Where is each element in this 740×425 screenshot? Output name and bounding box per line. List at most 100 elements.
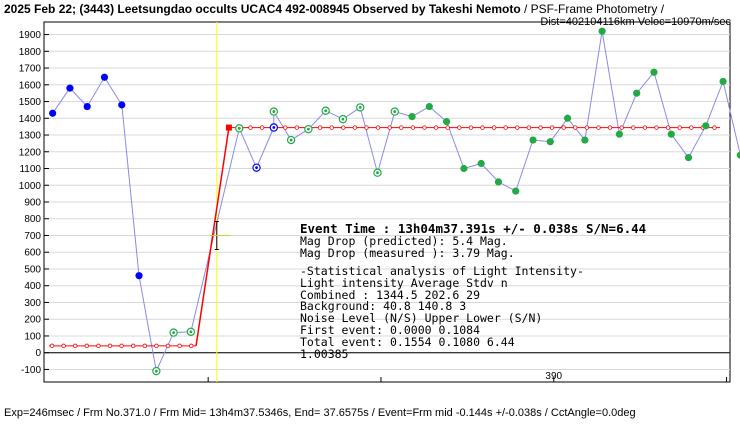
data-point: [425, 102, 433, 111]
model-sample-marker: [72, 343, 78, 349]
model-sample-marker: [294, 125, 300, 130]
data-point-center: [255, 166, 258, 170]
model-sample-marker: [491, 125, 497, 130]
y-tick-label: 1900: [19, 30, 42, 41]
model-sample-marker: [549, 125, 555, 130]
data-point-center: [289, 138, 293, 142]
data-point-center: [341, 117, 345, 121]
data-point: [719, 77, 727, 86]
data-point-center: [376, 171, 379, 175]
data-point: [443, 118, 451, 126]
data-point: [546, 138, 554, 146]
model-step-marker: [225, 124, 232, 131]
model-sample-marker: [177, 343, 182, 349]
chart-title-bold: 2025 Feb 22; (3443) Leetsungdao occults …: [4, 2, 521, 16]
model-sample-marker: [317, 125, 323, 130]
stats-noise-header: Noise Level (N/S) Upper Lower (S/N): [300, 311, 542, 325]
data-point: [512, 187, 520, 195]
data-point: [66, 84, 74, 92]
stats-analysis-title: -Statistical analysis of Light Intensity…: [300, 264, 584, 278]
y-tick-label: 1100: [19, 164, 41, 175]
x-tick-label: 390: [545, 371, 562, 382]
data-point: [633, 89, 641, 97]
data-point-center: [172, 331, 175, 335]
stats-event-time: Event Time : 13h04m37.391s +/- 0.038s S/…: [300, 221, 646, 236]
y-tick-label: 200: [24, 315, 41, 326]
model-sample-marker: [422, 125, 427, 130]
model-sample-marker: [154, 343, 159, 349]
model-sample-marker: [61, 343, 66, 349]
y-tick-label: 1000: [19, 181, 42, 192]
y-tick-label: 1600: [19, 80, 42, 91]
y-tick-label: 900: [24, 198, 41, 209]
model-sample-marker: [480, 125, 485, 130]
y-tick-label: -100: [21, 365, 41, 376]
model-sample-marker: [364, 125, 369, 130]
y-tick-label: 700: [24, 231, 41, 242]
x-axis-ticks: 390: [207, 371, 728, 382]
y-tick-label: 800: [24, 214, 41, 225]
data-points: [49, 27, 740, 376]
data-point: [563, 114, 572, 122]
lower-value-label: 1.00385: [300, 347, 348, 361]
data-point: [667, 130, 675, 138]
data-point: [408, 113, 416, 121]
model-sample-marker: [665, 125, 671, 130]
data-point-center: [358, 105, 362, 109]
model-sample-marker: [352, 125, 358, 130]
model-sample-marker: [689, 125, 694, 130]
model-sample-marker: [119, 343, 124, 349]
data-point: [736, 151, 740, 159]
data-point: [650, 68, 658, 76]
data-point-center: [324, 109, 328, 113]
data-point: [83, 102, 91, 111]
data-point-center: [154, 369, 158, 373]
model-sample-marker: [96, 343, 101, 349]
model-sample-marker: [526, 125, 532, 130]
model-sample-marker: [259, 125, 265, 130]
model-sample-marker: [445, 125, 450, 130]
model-sample-marker: [84, 343, 89, 349]
data-point: [100, 73, 109, 81]
data-point-center: [393, 110, 397, 113]
model-sample-marker: [188, 343, 194, 349]
data-point: [477, 159, 485, 168]
model-sample-marker: [457, 125, 462, 130]
y-tick-label: 300: [24, 298, 41, 309]
y-tick-label: 100: [24, 331, 41, 342]
y-tick-label: 1400: [19, 114, 42, 125]
model-sample-marker: [642, 125, 648, 130]
stats-total-event: Total event: 0.1554 0.1080 6.44: [300, 335, 515, 349]
data-point: [49, 109, 57, 117]
model-sample-marker: [468, 125, 474, 130]
model-sample-marker: [375, 125, 381, 130]
model-sample-marker: [607, 125, 613, 130]
data-point: [615, 130, 624, 138]
data-point-center: [237, 126, 241, 130]
data-point-center: [189, 330, 193, 334]
model-sample-marker: [584, 125, 590, 130]
model-sample-marker: [341, 125, 346, 130]
data-point-center: [306, 127, 310, 131]
model-sample-marker: [130, 343, 136, 349]
y-tick-label: 1800: [19, 47, 42, 58]
model-sample-marker: [248, 125, 253, 130]
stats-first-event: First event: 0.0000 0.1084: [300, 323, 480, 337]
y-axis-ticks: 1900180017001600150014001300120011001000…: [19, 30, 49, 376]
model-sample-marker: [538, 125, 543, 130]
stats-mag-measured: Mag Drop (measured ): 3.79 Mag.: [300, 246, 515, 260]
model-sample-marker: [596, 125, 601, 130]
model-sample-marker: [654, 125, 659, 130]
model-sample-marker: [503, 125, 508, 130]
model-sample-marker: [561, 125, 566, 130]
y-tick-label: 1500: [19, 97, 42, 108]
data-point: [598, 27, 606, 35]
model-sample-marker: [49, 343, 55, 349]
model-sample-marker: [619, 125, 624, 130]
model-sample-marker: [142, 343, 147, 349]
model-sample-marker: [712, 125, 717, 130]
model-sample-marker: [107, 343, 113, 349]
chart-title-suffix: / PSF-Frame Photometry /: [521, 2, 665, 16]
model-sample-marker: [677, 125, 682, 130]
